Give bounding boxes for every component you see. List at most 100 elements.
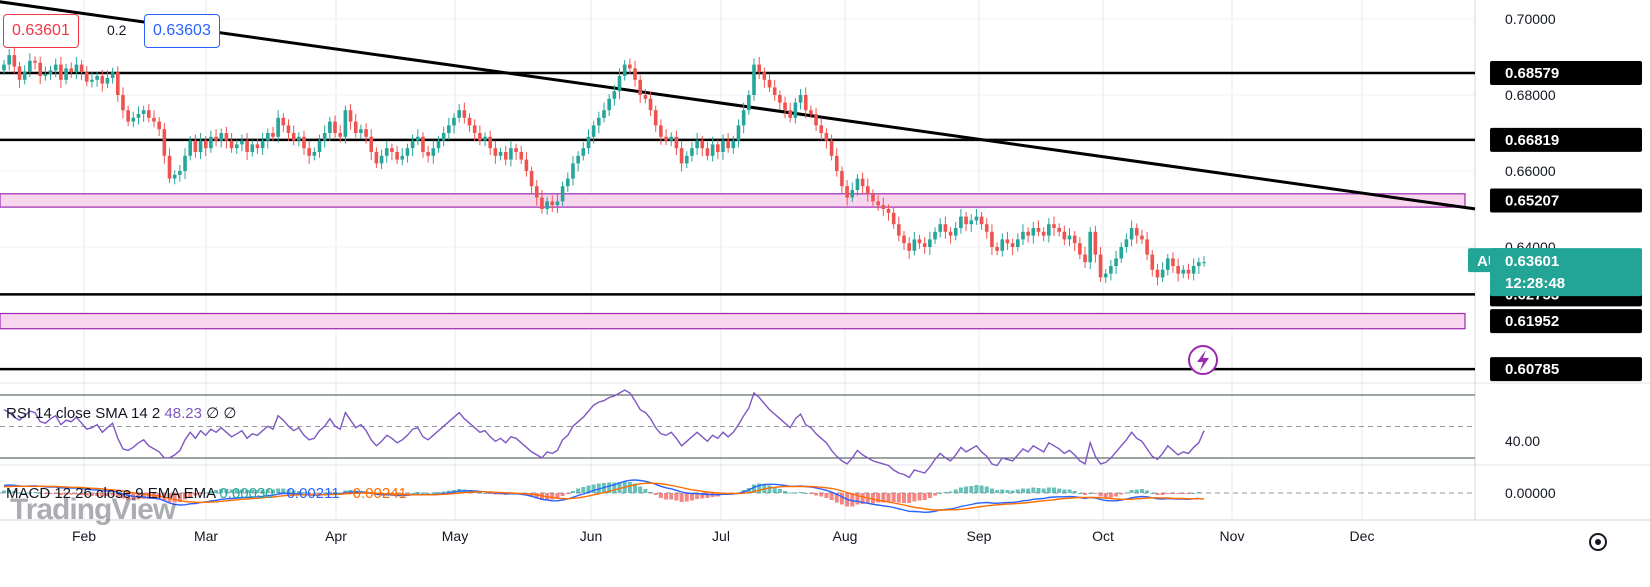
macd-legend-part: −0.00241 [340, 485, 407, 502]
rsi-legend-part: 48.23 [160, 405, 202, 422]
candle-body [1191, 266, 1196, 274]
macd-hist-bar [477, 492, 482, 494]
candle-body [1021, 231, 1025, 240]
macd-hist-bar [338, 492, 343, 494]
time-tick-label: Jul [712, 528, 730, 544]
macd-hist-bar [705, 493, 710, 498]
macd-hist-bar [684, 493, 689, 502]
macd-tick-label: 0.00000 [1505, 485, 1556, 501]
candle-body [509, 148, 513, 160]
candle-body [545, 201, 549, 209]
candle-body [865, 186, 870, 194]
time-tick-label: Aug [833, 528, 858, 544]
candle-body [1031, 228, 1036, 236]
candle-body [1114, 258, 1118, 266]
candle-body [53, 64, 58, 71]
candle-body [617, 76, 622, 92]
candle-body [519, 152, 524, 160]
candle-body [188, 140, 193, 156]
candle-body [1041, 231, 1046, 236]
candle-body [271, 133, 275, 137]
lightning-icon-bolt [1197, 350, 1209, 371]
candle-body [1010, 243, 1015, 247]
candle-body [902, 235, 906, 244]
macd-hist-bar [1046, 487, 1051, 493]
candle-body [534, 186, 539, 198]
candle-body [529, 171, 534, 187]
macd-hist-bar [1000, 489, 1005, 493]
macd-hist-bar [431, 492, 436, 494]
candle-body [540, 197, 544, 209]
candle-body [860, 178, 865, 187]
candle-body [695, 140, 699, 149]
candle-body [384, 148, 389, 156]
candle-body [628, 64, 632, 69]
candle-body [28, 60, 32, 72]
macd-hist-bar [302, 492, 306, 493]
macd-hist-bar [219, 489, 224, 493]
macd-hist-bar [120, 493, 125, 499]
candle-body [974, 216, 979, 221]
candle-body [364, 129, 368, 137]
candle-body [752, 64, 756, 95]
candle-body [1036, 228, 1041, 232]
macd-hist-bar [1181, 493, 1186, 494]
candle-body [659, 125, 663, 137]
bid-price-box[interactable]: 0.63601 [3, 14, 79, 48]
macd-hist-bar [255, 490, 260, 493]
candle-body [664, 136, 668, 141]
macd-hist-bar [1124, 492, 1129, 494]
candle-body [778, 95, 782, 103]
macd-hist-bar [643, 489, 648, 493]
macd-hist-bar [984, 486, 989, 493]
macd-hist-bar [824, 493, 829, 498]
macd-hist-bar [1196, 492, 1201, 493]
candle-body [560, 186, 565, 202]
candle-body [343, 110, 348, 137]
candle-body [871, 193, 875, 202]
macd-hist-bar [560, 493, 565, 496]
candle-body [814, 114, 818, 126]
time-tick-label: Dec [1350, 528, 1375, 544]
candle-body [571, 163, 575, 179]
candle-body [503, 152, 508, 160]
candle-body [741, 110, 746, 126]
macd-hist-bar [1170, 493, 1175, 494]
macd-hist-bar [234, 489, 239, 493]
candle-body [1005, 239, 1010, 244]
candle-body [736, 125, 741, 141]
zone-badge-text: 0.65207 [1505, 192, 1559, 209]
time-tick-label: Oct [1092, 528, 1114, 544]
trendline [0, 0, 1476, 211]
rsi-legend-part: ∅ ∅ [202, 405, 236, 422]
macd-hist-bar [1015, 489, 1020, 493]
candle-body [498, 152, 503, 156]
macd-hist-bar [188, 493, 193, 497]
macd-hist-bar [658, 493, 663, 498]
macd-hist-bar [1119, 493, 1124, 495]
ask-price-box[interactable]: 0.63603 [144, 14, 220, 48]
candle-body [1181, 269, 1186, 274]
candle-body [307, 148, 311, 156]
candle-body [798, 95, 803, 103]
candle-body [1026, 231, 1030, 236]
candle-body [886, 209, 891, 213]
time-axis[interactable]: Feb Mar Apr May Jun Jul Aug Sep Oct Nov Dec [72, 528, 1607, 551]
macd-hist-bar [638, 486, 643, 493]
macd-hist-bar [922, 493, 927, 500]
macd-hist-bar [995, 490, 1000, 493]
macd-lines [3, 479, 1205, 514]
macd-hist-bar [633, 483, 638, 493]
macd-hist-bar [245, 490, 250, 493]
candle-body [612, 91, 617, 99]
macd-hist-bar [870, 493, 875, 504]
macd-hist-bar [679, 493, 684, 502]
macd-hist-bar [327, 491, 332, 493]
macd-hist-bar [964, 486, 969, 493]
macd-hist-bar [1191, 493, 1196, 494]
macd-hist-bar [834, 493, 839, 503]
macd-hist-bar [653, 493, 658, 495]
macd-hist-bar [1067, 489, 1072, 493]
